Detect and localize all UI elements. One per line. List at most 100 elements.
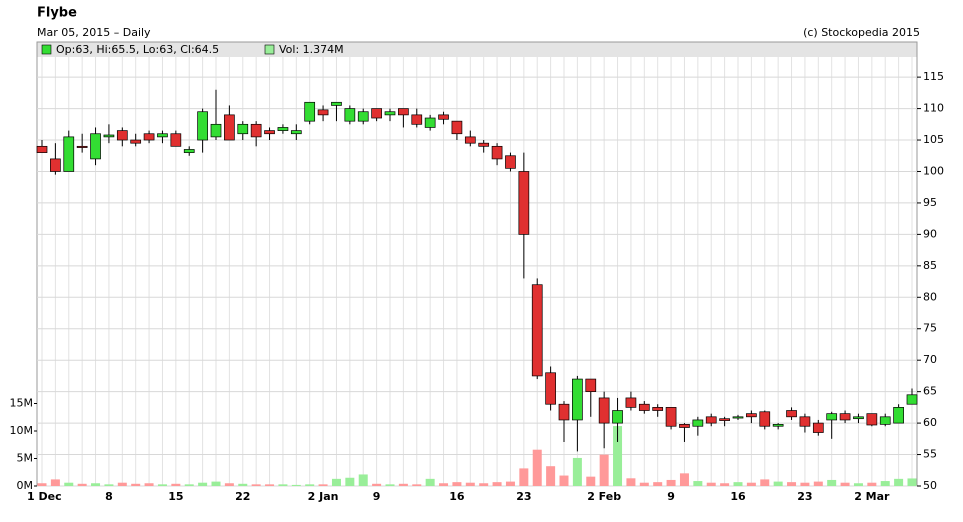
legend-swatch xyxy=(41,44,52,55)
candle-body xyxy=(384,111,396,116)
candle-body xyxy=(746,413,757,418)
volume-tick-label: 5M xyxy=(17,452,34,465)
volume-bar xyxy=(813,481,823,486)
volume-bar xyxy=(398,483,408,486)
volume-bar xyxy=(559,475,569,486)
candle-body xyxy=(558,403,570,421)
volume-bar xyxy=(519,468,529,486)
volume-bar xyxy=(157,484,167,486)
y-tick-label: 105 xyxy=(923,133,944,146)
candle-body xyxy=(799,416,811,427)
volume-bar xyxy=(171,483,181,486)
candle-body xyxy=(505,155,516,169)
candle-body xyxy=(545,372,556,405)
candle-body xyxy=(464,136,476,144)
volume-bar xyxy=(666,479,676,486)
candle-body xyxy=(371,108,382,119)
volume-bar xyxy=(412,484,422,486)
volume-tick-label: 10M xyxy=(10,424,34,437)
candle-body xyxy=(237,123,249,135)
volume-bar xyxy=(37,483,47,486)
volume-tick-label: 15M xyxy=(10,397,34,410)
candle-body xyxy=(103,134,115,138)
volume-bar xyxy=(479,483,489,486)
candle-body xyxy=(411,114,423,125)
volume-bar xyxy=(907,478,917,486)
candle-body xyxy=(638,403,650,411)
y-tick-label: 70 xyxy=(923,353,937,366)
volume-bar xyxy=(117,482,127,486)
y-tick-label: 90 xyxy=(923,227,937,240)
candle-body xyxy=(652,407,664,411)
legend-entry: Vol: 1.374M xyxy=(279,43,344,56)
volume-bar xyxy=(278,484,288,486)
volume-bar xyxy=(425,478,435,486)
volume-bar xyxy=(827,479,837,486)
volume-bar xyxy=(331,478,341,486)
candle-body xyxy=(679,424,690,428)
candle-body xyxy=(893,407,904,424)
volume-bar xyxy=(492,482,502,486)
volume-bar xyxy=(746,482,756,486)
candle-body xyxy=(304,101,316,122)
candle-body xyxy=(866,413,878,426)
candle-body xyxy=(290,130,302,135)
volume-tick-label: 0M xyxy=(17,479,34,492)
candle-body xyxy=(63,136,75,172)
candle-body xyxy=(197,111,208,141)
candle-body xyxy=(210,123,222,138)
volume-bar xyxy=(372,483,382,486)
candle-body xyxy=(224,114,235,141)
volume-bar xyxy=(439,483,449,486)
candle-body xyxy=(76,145,88,148)
candle-body xyxy=(424,117,436,128)
volume-bar xyxy=(613,426,623,486)
volume-bar xyxy=(465,482,475,486)
volume-bar xyxy=(867,482,877,486)
candle-body xyxy=(719,418,730,421)
source: (c) Stockopedia 2015 xyxy=(803,26,920,39)
volume-bar xyxy=(599,454,609,486)
volume-bar xyxy=(546,466,556,486)
candle-body xyxy=(906,394,918,405)
candle-body xyxy=(572,378,583,421)
candle-body xyxy=(451,120,463,135)
candle-body xyxy=(839,413,851,421)
volume-bar xyxy=(505,481,515,486)
candle-body xyxy=(90,133,101,160)
x-tick-label: 8 xyxy=(105,490,113,503)
volume-bar xyxy=(787,482,797,486)
volume-bar xyxy=(64,482,74,486)
candle-body xyxy=(692,419,704,427)
candle-body xyxy=(157,133,168,138)
volume-bar xyxy=(211,481,221,486)
candle-body xyxy=(705,416,717,424)
volume-bar xyxy=(894,478,904,486)
x-tick-label: 16 xyxy=(449,490,465,503)
volume-bar xyxy=(760,479,770,486)
candle-body xyxy=(665,407,677,427)
candle-body xyxy=(853,416,864,420)
candle-body xyxy=(357,111,369,122)
volume-bar xyxy=(291,484,301,486)
volume-bar xyxy=(720,483,730,486)
volume-bar xyxy=(853,483,863,486)
x-tick-label: 2 Feb xyxy=(587,490,621,503)
volume-bar xyxy=(880,481,890,486)
candle-body xyxy=(612,410,623,424)
x-tick-label: 16 xyxy=(730,490,746,503)
volume-bar xyxy=(679,473,689,486)
volume-bar xyxy=(238,483,248,486)
x-tick-label: 23 xyxy=(797,490,812,503)
volume-bar xyxy=(198,482,208,486)
volume-bar xyxy=(77,483,87,486)
candle-body xyxy=(772,424,784,427)
candle-body xyxy=(331,101,342,106)
y-tick-label: 110 xyxy=(923,102,944,115)
candle-body xyxy=(170,133,182,147)
candle-body xyxy=(598,397,610,424)
candle-body xyxy=(317,109,329,116)
candle-body xyxy=(491,145,503,160)
